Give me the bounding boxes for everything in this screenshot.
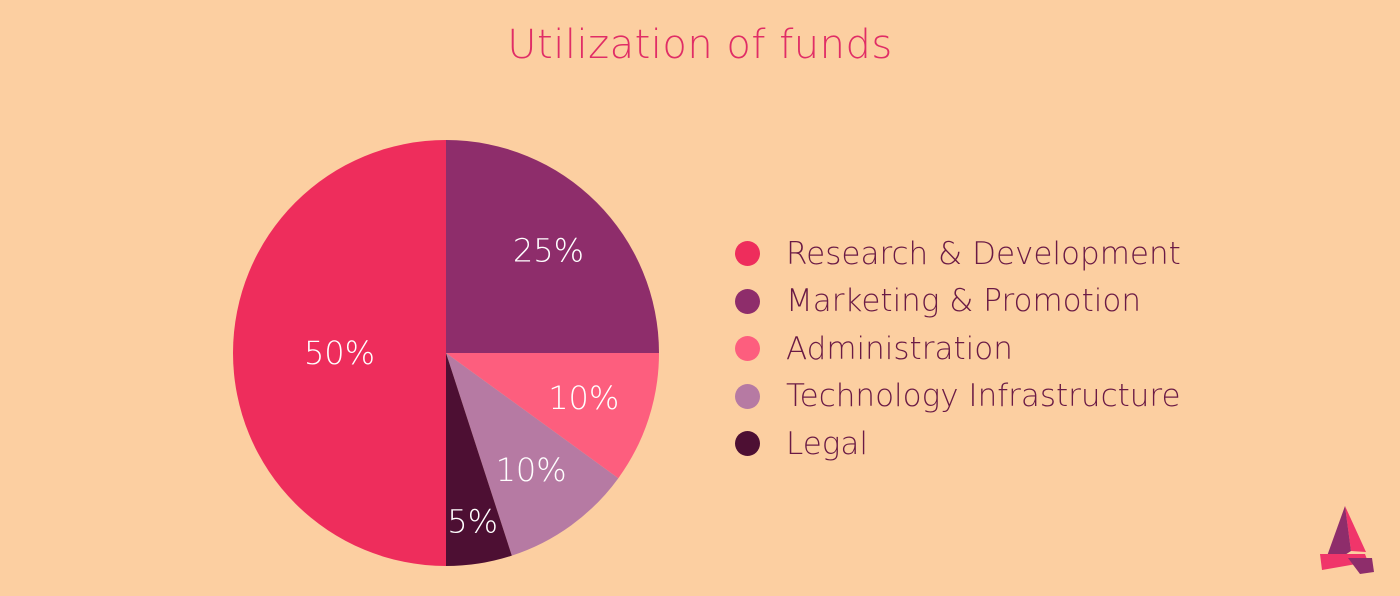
legend-item: Administration bbox=[735, 325, 1181, 373]
pie-slice bbox=[446, 353, 619, 556]
pie-slice bbox=[233, 140, 446, 566]
legend-label: Technology Infrastructure bbox=[786, 378, 1181, 415]
legend-item: Technology Infrastructure bbox=[735, 373, 1181, 421]
slice-label: 50% bbox=[304, 334, 375, 372]
chart-legend: Research & Development Marketing & Promot… bbox=[735, 230, 1181, 468]
legend-item: Research & Development bbox=[735, 230, 1181, 278]
pie-slice bbox=[446, 353, 512, 566]
legend-swatch bbox=[735, 431, 760, 457]
legend-label: Research & Development bbox=[786, 235, 1181, 272]
legend-label: Legal bbox=[786, 425, 869, 462]
pie-slice bbox=[446, 140, 659, 353]
legend-swatch bbox=[735, 336, 760, 362]
a-triangle-logo-icon bbox=[1320, 506, 1374, 574]
legend-item: Marketing & Promotion bbox=[735, 278, 1181, 326]
legend-label: Marketing & Promotion bbox=[786, 283, 1142, 320]
slice-label: 10% bbox=[548, 379, 619, 417]
legend-item: Legal bbox=[735, 420, 1181, 468]
legend-label: Administration bbox=[786, 330, 1013, 367]
slice-label: 5% bbox=[447, 502, 498, 540]
pie-slice bbox=[446, 353, 659, 479]
chart-title: Utilization of funds bbox=[507, 22, 893, 68]
legend-swatch bbox=[735, 383, 760, 409]
slice-label: 10% bbox=[496, 451, 567, 489]
slice-label: 25% bbox=[513, 232, 584, 270]
legend-swatch bbox=[735, 241, 760, 267]
legend-swatch bbox=[735, 288, 760, 314]
